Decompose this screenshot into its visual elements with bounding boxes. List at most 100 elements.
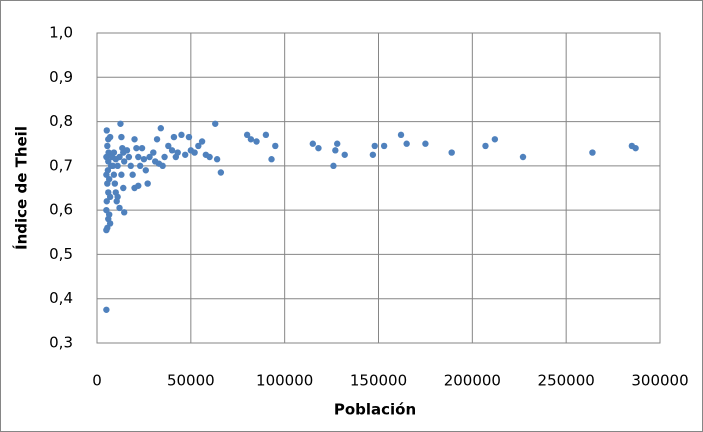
point xyxy=(212,120,219,127)
point xyxy=(135,153,142,161)
point xyxy=(332,147,339,154)
point xyxy=(109,162,117,170)
x-tick-label: 150000 xyxy=(350,372,407,390)
point xyxy=(138,144,146,152)
point xyxy=(153,136,161,143)
point xyxy=(422,140,429,147)
point xyxy=(157,125,165,132)
point xyxy=(178,131,185,139)
point xyxy=(116,204,123,212)
point xyxy=(397,131,405,139)
point xyxy=(403,140,410,147)
y-tick-label: 0,6 xyxy=(49,201,73,219)
y-tick-label: 0,9 xyxy=(49,68,73,86)
point xyxy=(123,147,131,154)
point xyxy=(341,151,348,158)
point xyxy=(144,180,151,187)
point xyxy=(380,142,388,150)
point xyxy=(110,149,118,156)
point xyxy=(272,142,279,150)
point xyxy=(106,193,114,201)
x-tick-label: 100000 xyxy=(256,372,313,390)
point xyxy=(121,158,128,165)
point xyxy=(262,131,270,139)
point xyxy=(105,211,113,218)
point xyxy=(182,151,189,158)
point xyxy=(168,147,176,154)
point xyxy=(589,149,596,156)
y-tick-label: 0,3 xyxy=(49,334,73,352)
point xyxy=(104,142,111,150)
point xyxy=(104,167,112,174)
point xyxy=(140,156,148,163)
plot-border xyxy=(96,32,661,344)
point xyxy=(133,144,140,152)
y-tick-label: 0,4 xyxy=(49,289,73,307)
point xyxy=(371,142,378,150)
point xyxy=(106,133,114,141)
point xyxy=(159,162,166,170)
point xyxy=(125,153,133,161)
point xyxy=(315,144,322,152)
point xyxy=(103,198,110,205)
point xyxy=(146,153,153,161)
x-axis-title: Población xyxy=(334,401,416,419)
point xyxy=(120,184,127,192)
point xyxy=(112,156,119,163)
point xyxy=(482,142,489,150)
point xyxy=(330,162,337,170)
y-tick-label: 0,8 xyxy=(49,112,73,130)
point xyxy=(105,149,112,156)
point xyxy=(135,182,142,189)
point xyxy=(195,142,202,150)
y-tick-label: 0,7 xyxy=(49,156,73,174)
point xyxy=(268,156,275,163)
point xyxy=(117,120,124,127)
point xyxy=(106,220,114,227)
point xyxy=(247,136,255,143)
point xyxy=(121,209,128,216)
point xyxy=(369,151,377,158)
point xyxy=(198,138,206,145)
x-tick-label: 200000 xyxy=(444,372,501,390)
point xyxy=(114,193,121,201)
point xyxy=(253,138,260,145)
x-tick-label: 250000 xyxy=(538,372,595,390)
point xyxy=(206,153,213,161)
point xyxy=(103,306,110,313)
point xyxy=(111,180,119,187)
point xyxy=(165,142,172,150)
point xyxy=(191,149,198,156)
y-tick-label: 1,0 xyxy=(49,24,73,42)
point xyxy=(309,140,317,147)
point xyxy=(136,162,144,170)
point xyxy=(114,162,121,170)
point xyxy=(519,153,527,161)
point xyxy=(170,133,178,141)
point xyxy=(110,171,118,178)
x-tick-label: 0 xyxy=(92,372,102,390)
point xyxy=(491,136,499,143)
point xyxy=(129,171,136,178)
point xyxy=(185,133,193,141)
point xyxy=(127,162,134,170)
y-axis-title: Índice de Theil xyxy=(12,126,31,250)
point xyxy=(118,171,125,178)
point xyxy=(334,140,341,147)
point xyxy=(150,149,157,156)
x-tick-label: 50000 xyxy=(167,372,215,390)
point xyxy=(118,133,125,141)
point xyxy=(174,149,181,156)
y-tick-label: 0,5 xyxy=(49,245,73,263)
point xyxy=(103,127,110,134)
point xyxy=(131,136,138,143)
point xyxy=(448,149,455,156)
point xyxy=(142,167,149,174)
point xyxy=(217,169,225,176)
point xyxy=(161,153,168,161)
point xyxy=(632,144,639,152)
point xyxy=(243,131,251,139)
x-tick-label: 300000 xyxy=(631,372,688,390)
